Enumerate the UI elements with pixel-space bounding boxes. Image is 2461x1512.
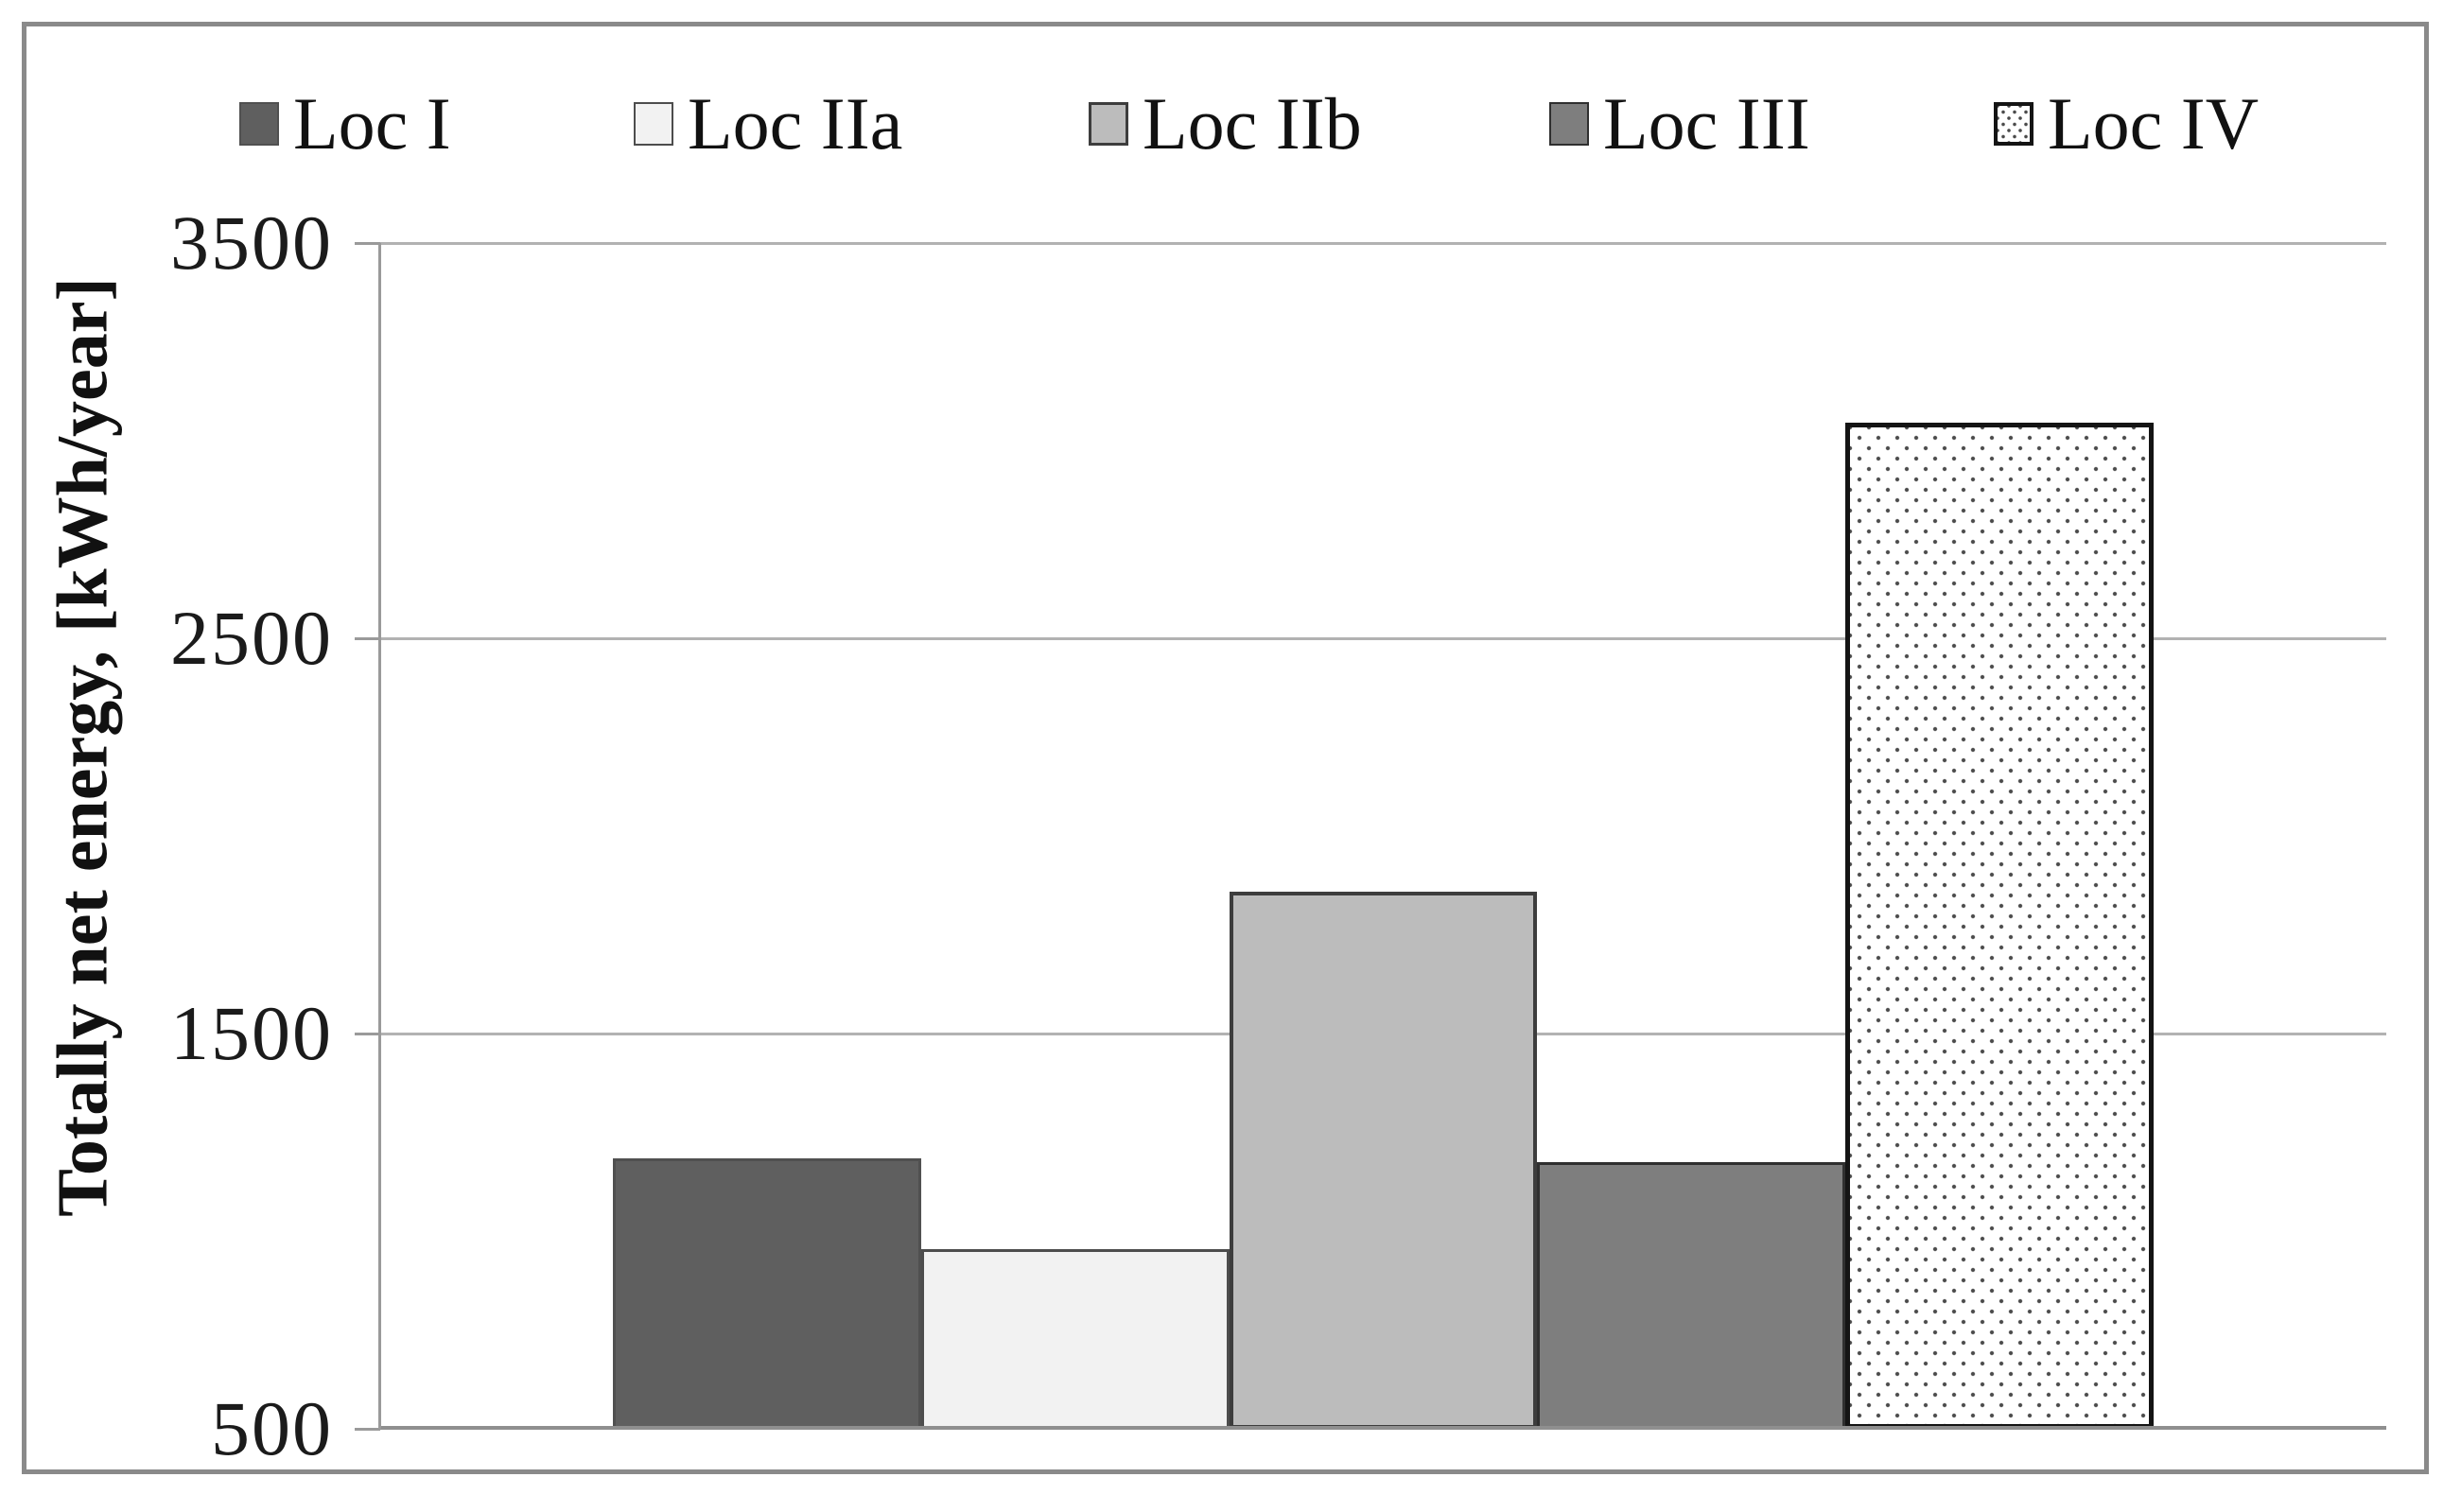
bar-loc-iib bbox=[1229, 891, 1538, 1429]
legend-item-loc-iii: Loc III bbox=[1549, 82, 1810, 165]
bar-loc-iv bbox=[1845, 423, 2154, 1429]
legend-swatch-loc-i bbox=[239, 102, 279, 146]
legend: Loc I Loc IIa Loc IIb Loc III Loc IV bbox=[0, 0, 2461, 189]
gridline-3500 bbox=[380, 242, 2386, 245]
legend-swatch-loc-iv bbox=[1994, 102, 2033, 146]
legend-swatch-loc-iia bbox=[634, 102, 673, 146]
legend-label-loc-iia: Loc IIa bbox=[688, 82, 903, 165]
y-tick-label-2500: 2500 bbox=[170, 595, 333, 681]
gridline-2500 bbox=[380, 637, 2386, 640]
y-tick-label-500: 500 bbox=[211, 1385, 333, 1471]
legend-swatch-loc-iib bbox=[1089, 102, 1128, 146]
legend-label-loc-i: Loc I bbox=[293, 82, 451, 165]
bar-loc-iia bbox=[920, 1248, 1230, 1429]
y-tick-label-3500: 3500 bbox=[170, 200, 333, 286]
bar-loc-i bbox=[613, 1157, 921, 1429]
x-axis-line bbox=[380, 1426, 2386, 1430]
legend-label-loc-iii: Loc III bbox=[1603, 82, 1810, 165]
legend-item-loc-i: Loc I bbox=[239, 82, 451, 165]
y-tick-mark-2500 bbox=[355, 637, 380, 640]
y-tick-mark-1500 bbox=[355, 1033, 380, 1035]
y-axis-line bbox=[378, 243, 381, 1429]
plot-area bbox=[355, 242, 2386, 1431]
y-tick-mark-500 bbox=[355, 1428, 380, 1431]
y-tick-mark-3500 bbox=[355, 242, 380, 245]
legend-swatch-loc-iii bbox=[1549, 102, 1589, 146]
bar-loc-iii bbox=[1537, 1161, 1846, 1429]
legend-item-loc-iia: Loc IIa bbox=[634, 82, 903, 165]
legend-label-loc-iv: Loc IV bbox=[2048, 82, 2260, 165]
legend-label-loc-iib: Loc IIb bbox=[1143, 82, 1362, 165]
y-tick-label-1500: 1500 bbox=[170, 990, 333, 1076]
legend-item-loc-iib: Loc IIb bbox=[1089, 82, 1362, 165]
legend-item-loc-iv: Loc IV bbox=[1994, 82, 2260, 165]
